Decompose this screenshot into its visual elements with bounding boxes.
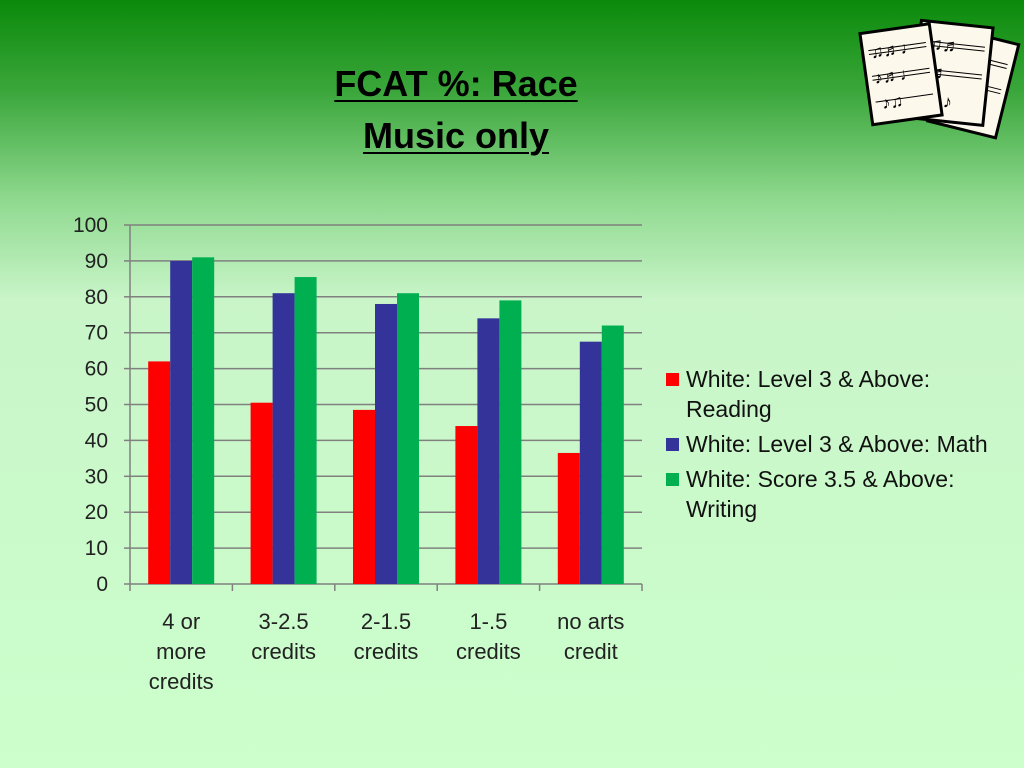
legend-swatch	[666, 438, 679, 451]
bar	[477, 318, 500, 584]
legend-item: White: Score 3.5 & Above: Writing	[666, 464, 996, 524]
bar	[170, 260, 193, 584]
x-category-label: no arts	[557, 609, 624, 634]
legend-label: White: Level 3 & Above: Reading	[686, 366, 931, 422]
chart-legend: White: Level 3 & Above: Reading White: Le…	[666, 364, 996, 529]
x-category-label: credits	[456, 639, 521, 664]
x-category-label: more	[156, 639, 206, 664]
x-category-label: credits	[354, 639, 419, 664]
title-line-2: Music only	[362, 115, 550, 156]
y-tick-label: 100	[73, 214, 108, 237]
bar	[557, 452, 580, 584]
svg-text:♫♬: ♫♬	[928, 33, 961, 56]
y-tick-label: 90	[85, 250, 108, 273]
bar	[353, 409, 375, 584]
legend-item: White: Level 3 & Above: Math	[666, 429, 996, 459]
bar	[397, 293, 419, 584]
x-category-label: credits	[251, 639, 316, 664]
y-tick-label: 80	[85, 286, 108, 309]
x-category-label: credit	[564, 639, 618, 664]
legend-swatch	[666, 473, 679, 486]
y-tick-label: 50	[85, 394, 108, 417]
y-tick-label: 40	[85, 429, 108, 452]
legend-item: White: Level 3 & Above: Reading	[666, 364, 996, 424]
bar	[375, 303, 397, 584]
sheet-music-icon: ♫♪ ♬♩ ♪ ♫♬ ♬ ♩♪ ♫♬♩ ♪♬♩ ♪♫	[858, 14, 1024, 153]
x-category-label: 4 or	[162, 609, 200, 634]
y-tick-label: 10	[85, 537, 108, 560]
bar	[601, 325, 624, 584]
y-tick-label: 0	[96, 573, 108, 596]
slide-title: FCAT %: Race Music only	[0, 58, 912, 162]
y-tick-label: 60	[85, 358, 108, 381]
bar	[455, 426, 478, 584]
bar	[250, 402, 273, 584]
legend-label: White: Level 3 & Above: Math	[686, 431, 988, 457]
title-line-1: FCAT %: Race	[334, 63, 578, 104]
x-category-label: 3-2.5	[259, 609, 309, 634]
x-category-label: credits	[149, 669, 214, 694]
y-tick-label: 70	[85, 322, 108, 345]
y-tick-label: 30	[85, 465, 108, 488]
bar	[192, 257, 215, 584]
svg-text:♪♫: ♪♫	[881, 91, 905, 113]
x-category-label: 2-1.5	[361, 609, 411, 634]
bar	[272, 293, 295, 584]
legend-label: White: Score 3.5 & Above: Writing	[686, 466, 955, 522]
legend-swatch	[666, 373, 679, 386]
bar	[499, 300, 522, 584]
bar	[294, 277, 317, 584]
y-tick-label: 20	[85, 501, 108, 524]
bar	[148, 361, 171, 584]
x-category-label: 1-.5	[469, 609, 507, 634]
bar	[579, 341, 602, 584]
